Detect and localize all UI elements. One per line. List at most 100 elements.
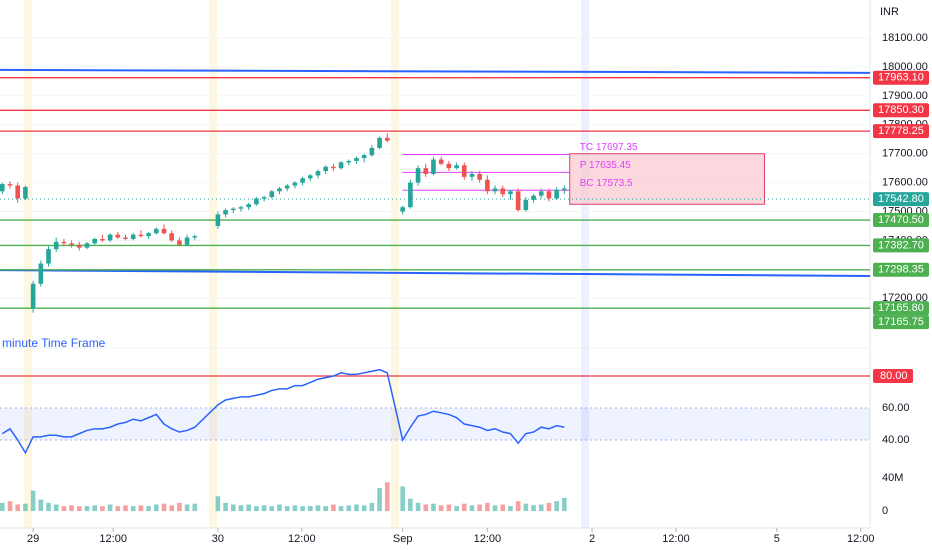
volume-bar	[153, 504, 159, 512]
volume-bar	[261, 505, 267, 512]
candle-body	[238, 207, 244, 209]
volume-bar	[546, 502, 552, 512]
candle-body	[138, 234, 144, 237]
level-label: 17165.80	[878, 302, 924, 314]
level-label: 17382.70	[878, 239, 924, 251]
candle-body	[446, 163, 452, 169]
candle-body	[408, 182, 413, 208]
x-tick-label: 12:00	[847, 533, 875, 545]
candle-body	[84, 243, 90, 248]
volume-bar	[338, 506, 344, 512]
candle-body	[130, 234, 136, 239]
level-tag	[873, 124, 929, 139]
volume-bar	[15, 504, 21, 512]
candle-body	[15, 185, 21, 199]
candle-body	[177, 240, 182, 245]
volume-bar	[107, 504, 113, 512]
candle-body	[400, 207, 405, 212]
level-tag	[873, 301, 929, 316]
candle-body	[438, 159, 444, 164]
volume-bar	[431, 503, 436, 512]
x-tick-label: 12:00	[288, 533, 316, 545]
volume-bar	[246, 504, 251, 512]
level-label: 17470.50	[878, 214, 924, 226]
candle-body	[346, 160, 352, 163]
candle-body	[477, 173, 482, 180]
candle-body	[123, 237, 128, 239]
volume-bar	[523, 503, 529, 512]
candle-body	[554, 189, 559, 199]
candle-body	[485, 179, 490, 192]
x-tick-label: 12:00	[474, 533, 502, 545]
candle-body	[461, 165, 467, 177]
volume-bar	[500, 504, 506, 512]
volume-bar	[30, 490, 36, 512]
volume-bar	[369, 502, 375, 512]
candle-body	[92, 238, 98, 244]
volume-bar	[446, 504, 452, 512]
pivot-zone	[569, 153, 766, 205]
candle-body	[300, 178, 305, 183]
volume-bar	[223, 502, 228, 512]
volume-bar	[423, 504, 429, 512]
level-label: 17165.75	[878, 316, 924, 328]
x-tick-label: 12:00	[99, 533, 127, 545]
candle-body	[161, 228, 167, 234]
candle-body	[46, 249, 51, 264]
candle-body	[562, 188, 567, 190]
last-price-label: 17542.80	[878, 193, 924, 205]
volume-bar	[138, 505, 144, 512]
candle-body	[261, 197, 267, 199]
currency: INR	[880, 6, 899, 18]
candle-body	[277, 188, 282, 192]
volume-tick-label: 0	[882, 505, 888, 517]
volume-bar	[84, 506, 90, 512]
last-price-tag	[873, 192, 929, 207]
rsi-line	[1, 368, 565, 455]
candle-body	[331, 166, 336, 169]
volume-bar	[384, 482, 390, 512]
volume-bar	[146, 506, 151, 512]
candle-body	[53, 241, 59, 250]
volume-bar	[61, 506, 67, 512]
volume-bar	[92, 505, 98, 512]
volume-bar	[477, 504, 482, 512]
volume-bar	[346, 505, 352, 512]
volume-bar	[400, 486, 405, 512]
candle-body	[500, 188, 506, 195]
candle-body	[338, 162, 344, 169]
y-tick-label: 17600.00	[882, 177, 928, 189]
volume-bar	[238, 505, 244, 512]
volume-bar	[361, 505, 367, 512]
volume-bar	[323, 506, 328, 512]
candle-body	[423, 168, 429, 174]
level-label: 17850.30	[878, 104, 924, 116]
candle-body	[269, 191, 275, 198]
x-tick-label: 5	[774, 533, 780, 545]
candle-body	[215, 214, 221, 226]
rsi-upper-tag	[873, 369, 913, 384]
candle-body	[469, 173, 475, 177]
candle-body	[0, 184, 5, 192]
pivot-label: TC 17697.35	[580, 142, 638, 153]
candle-body	[454, 165, 459, 169]
volume-bar	[69, 505, 74, 512]
volume-bar	[169, 505, 174, 512]
volume-bar	[7, 501, 13, 512]
volume-bar	[53, 504, 59, 512]
candle-body	[184, 237, 190, 245]
session-band	[209, 0, 217, 528]
volume-bar	[215, 496, 221, 512]
candle-body	[30, 283, 36, 309]
candle-body	[107, 234, 113, 241]
volume-bar	[315, 505, 321, 512]
volume-bar	[469, 505, 475, 512]
candle-body	[508, 191, 513, 195]
y-tick-label: 18100.00	[882, 32, 928, 44]
volume-bar	[100, 506, 105, 512]
volume-bar	[508, 506, 513, 512]
level-tag	[873, 238, 929, 253]
volume-bar	[461, 503, 467, 512]
pivot-label: P 17635.45	[580, 160, 631, 171]
x-tick-label: 29	[27, 533, 39, 545]
